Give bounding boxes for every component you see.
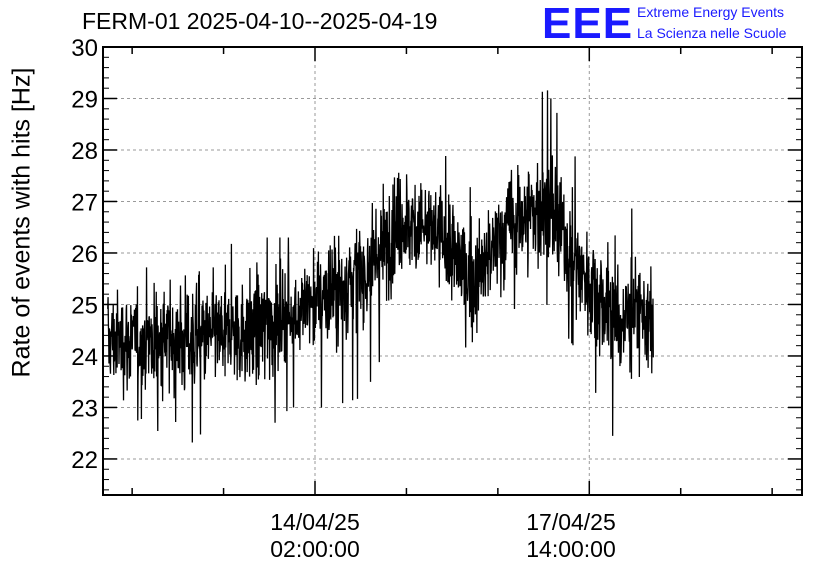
- y-tick-label: 24: [71, 344, 98, 371]
- x-tick-label-date: 17/04/25: [526, 509, 616, 535]
- plot-frame: [102, 46, 803, 496]
- logo-line-2: La Scienza nelle Scuole: [637, 25, 787, 41]
- data-series-line: [107, 90, 654, 443]
- x-tick-label-time: 02:00:00: [270, 536, 360, 562]
- y-tick-label: 28: [71, 138, 98, 165]
- eee-logo: EEE: [542, 0, 634, 48]
- y-tick-label: 30: [71, 35, 98, 62]
- y-tick-label: 22: [71, 447, 98, 474]
- y-tick-label: 27: [71, 189, 98, 216]
- y-tick-label: 23: [71, 395, 98, 422]
- logo-line-1: Extreme Energy Events: [637, 4, 785, 20]
- x-tick-label-time: 14:00:00: [526, 536, 616, 562]
- x-tick-label-date: 14/04/25: [270, 509, 360, 535]
- y-tick-label: 29: [71, 86, 98, 113]
- y-tick-label: 25: [71, 292, 98, 319]
- chart-title: FERM-01 2025-04-10--2025-04-19: [82, 8, 438, 34]
- y-tick-label: 26: [71, 241, 98, 268]
